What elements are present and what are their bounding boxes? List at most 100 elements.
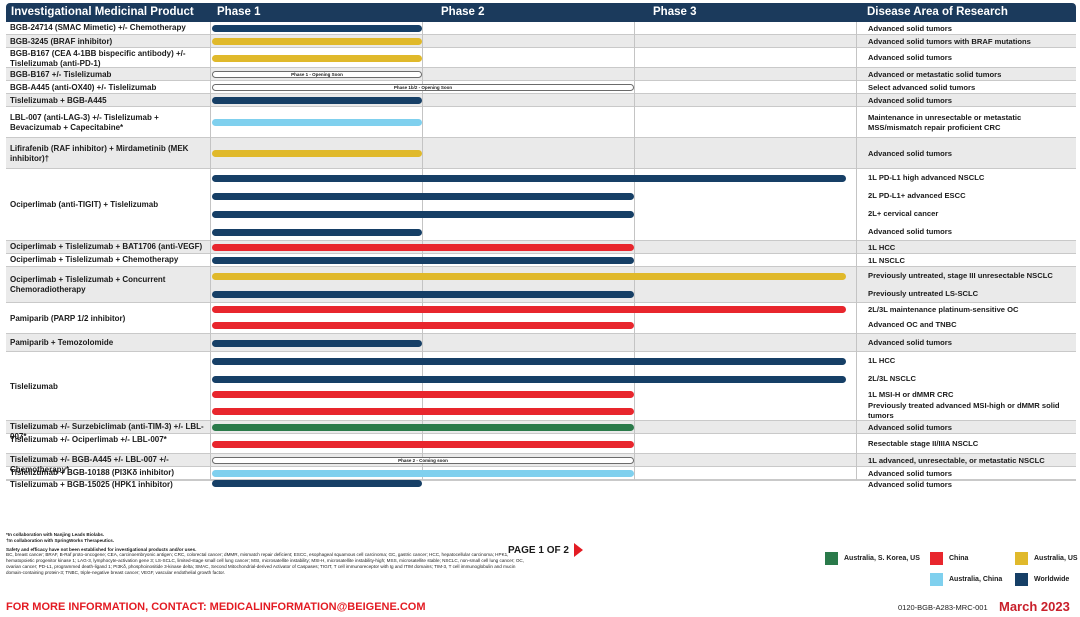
disease-area: 2L PD-L1+ advanced ESCC (868, 191, 966, 200)
phase-divider (422, 303, 423, 334)
product-name: BGB-A445 (anti-OX40) +/- Tislelizumab (10, 82, 157, 92)
phase-divider (634, 334, 635, 352)
product-name: Pamiparib + Temozolomide (10, 338, 114, 347)
phase-divider (422, 94, 423, 107)
phase-divider (210, 352, 211, 421)
contact-info[interactable]: FOR MORE INFORMATION, CONTACT: MEDICALIN… (6, 601, 426, 613)
disease-area: 1L MSI-H or dMMR CRC (868, 389, 954, 399)
phase-divider (634, 169, 635, 241)
disease-area: 2L/3L maintenance platinum-sensitive OC (868, 304, 1019, 314)
pipeline-row: Tislelizumab + BGB-15025 (HPK1 inhibitor… (6, 480, 1076, 489)
legend-swatch-red (930, 552, 943, 565)
phase-divider (422, 35, 423, 48)
pipeline-row: Pamiparib + Temozolomide Advanced solid t… (6, 334, 1076, 352)
legend-label-china: China (949, 555, 969, 562)
phase-divider (422, 68, 423, 81)
phase-divider (634, 467, 635, 480)
disease-area: Previously treated advanced MSI-high or … (868, 401, 1060, 420)
phase-divider (634, 241, 635, 254)
phase-divider (634, 421, 635, 434)
phase-progress-bar (212, 306, 846, 313)
phase-progress-bar (212, 391, 634, 398)
disease-area: Advanced solid tumors (868, 422, 952, 432)
phase-progress-bar (212, 174, 846, 182)
phase-progress-bar (212, 150, 422, 157)
phase-progress-bar (212, 97, 422, 104)
phase-divider (634, 254, 635, 267)
disease-area: 1L HCC (868, 242, 896, 252)
disease-area: Advanced solid tumors (868, 468, 952, 478)
pipeline-row: Tislelizumab + BGB-A445 Advanced solid tu… (6, 94, 1076, 107)
pipeline-row: Tislelizumab + BGB-10188 (PI3Kδ inhibito… (6, 467, 1076, 480)
legend-label-worldwide: Worldwide (1034, 576, 1070, 583)
pipeline-row: Tislelizumab +/- BGB-A445 +/- LBL-007 +/… (6, 454, 1076, 474)
phase-divider (422, 334, 423, 352)
disease-area: Advanced solid tumors (868, 95, 952, 105)
header-phase-2: Phase 2 (441, 6, 485, 18)
phase-progress-bar (212, 357, 846, 365)
phase-divider (422, 267, 423, 303)
page-indicator-text: PAGE 1 OF 2 (508, 544, 569, 556)
phase-divider (634, 68, 635, 81)
phase-divider (210, 138, 211, 169)
phase-progress-bar (212, 54, 422, 62)
phase-divider (856, 267, 857, 303)
footnote-springworks: †In collaboration with SpringWorks Thera… (6, 537, 115, 543)
product-name: Ociperlimab (anti-TIGIT) + Tislelizumab (10, 200, 159, 209)
product-name: Lifirafenib (RAF inhibitor) + Mirdametin… (10, 143, 189, 163)
phase-divider (856, 81, 857, 94)
phase-divider (210, 421, 211, 434)
header-phase-3: Phase 3 (653, 6, 697, 18)
product-name: Ociperlimab + Tislelizumab + BAT1706 (an… (10, 242, 203, 251)
phase-divider (634, 107, 635, 138)
disease-area: 2L/3L NSCLC (868, 374, 916, 383)
footnote-abbreviations: BC, breast cancer; BRAF, B-Raf proto-onc… (6, 552, 525, 575)
product-name: BGB-B167 +/- Tislelizumab (10, 69, 112, 79)
phase-divider (634, 22, 635, 35)
pipeline-row: BGB-24714 (SMAC Mimetic) +/- Chemotherap… (6, 22, 1076, 35)
legend-swatch-navy (1015, 573, 1028, 586)
phase-divider (210, 267, 211, 303)
phase-divider (634, 352, 635, 421)
phase-divider (422, 22, 423, 35)
footnotes: *In collaboration with Nanjing Leads Bio… (6, 532, 526, 576)
table-body: BGB-24714 (SMAC Mimetic) +/- Chemotherap… (6, 22, 1076, 489)
phase-divider (210, 434, 211, 454)
phase-divider (634, 267, 635, 303)
pipeline-row: Ociperlimab + Tislelizumab + BAT1706 (an… (6, 241, 1076, 254)
product-name: Tislelizumab +/- Surzebiclimab (anti-TIM… (10, 422, 204, 441)
phase-progress-bar (212, 424, 634, 431)
phase-progress-bar (212, 375, 846, 383)
phase-divider (634, 48, 635, 68)
phase-progress-bar (212, 321, 634, 329)
phase-divider (856, 68, 857, 81)
disease-area: Advanced solid tumors (868, 227, 952, 236)
pipeline-row: Ociperlimab + Tislelizumab + Concurrent … (6, 267, 1076, 303)
disease-area: Advanced solid tumors (868, 338, 952, 347)
phase-progress-bar (212, 407, 634, 415)
phase-divider (856, 107, 857, 138)
pipeline-row: Ociperlimab + Tislelizumab + Chemotherap… (6, 254, 1076, 267)
pipeline-row: Tislelizumab +/- Surzebiclimab (anti-TIM… (6, 421, 1076, 441)
phase-divider (634, 303, 635, 334)
phase-progress-bar (212, 210, 634, 218)
disease-area: Advanced OC and TNBC (868, 320, 957, 329)
legend-swatch-light-blue (930, 573, 943, 586)
legend-label-australia-us: Australia, US (1034, 555, 1078, 562)
table-header: Investigational Medicinal Product Phase … (6, 3, 1076, 22)
phase-divider (210, 48, 211, 68)
phase-status-pill: Phase 1b/2 - Opening Soon (212, 84, 634, 91)
phase-divider (210, 467, 211, 480)
next-page-arrow-icon[interactable] (573, 543, 583, 557)
pipeline-row: Ociperlimab (anti-TIGIT) + Tislelizumab 1… (6, 169, 1076, 241)
phase-divider (856, 48, 857, 68)
legend-worldwide: Worldwide (1015, 573, 1069, 586)
phase-progress-bar (212, 192, 634, 200)
phase-divider (634, 454, 635, 467)
phase-divider (856, 352, 857, 421)
phase-divider (210, 35, 211, 48)
product-name: Tislelizumab +/- BGB-A445 +/- LBL-007 +/… (10, 455, 169, 474)
disease-area: 1L HCC (868, 356, 896, 365)
disease-area: 1L PD-L1 high advanced NSCLC (868, 173, 985, 182)
legend-swatch-green (825, 552, 838, 565)
